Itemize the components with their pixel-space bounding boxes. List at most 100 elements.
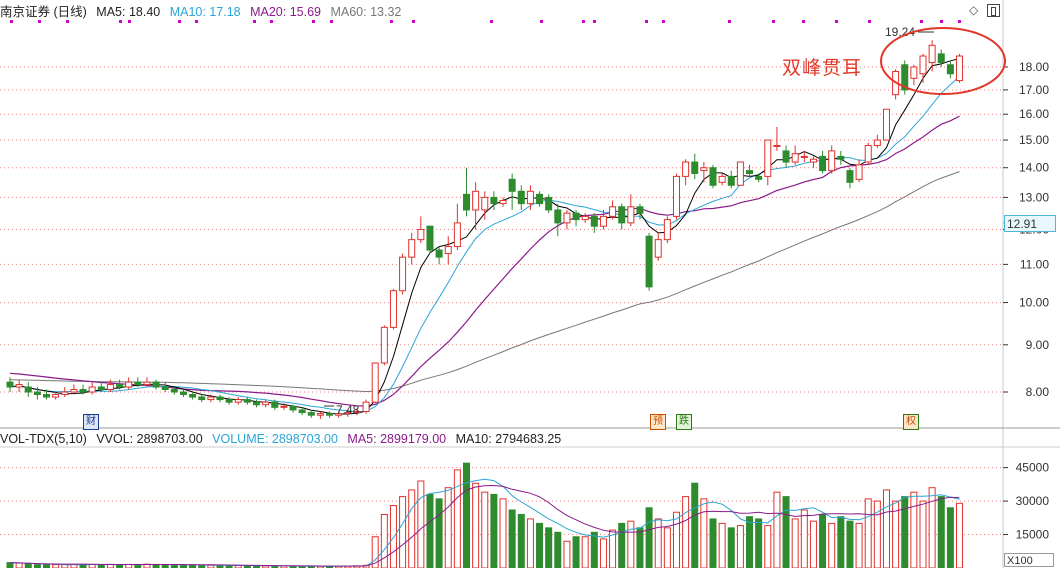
candle [526,185,534,210]
candle-body [554,209,562,224]
tag-rights[interactable]: 权 [903,414,919,430]
candle-body [152,381,160,388]
signal-marker [412,20,415,23]
candle [262,399,270,408]
price-legend: 南京证券 (日线) MA5: 18.40 MA10: 17.18 MA20: 1… [0,2,407,22]
candle-body [928,44,936,64]
diamond-icon[interactable]: ◇ [969,3,979,17]
candle-body [937,53,945,64]
volume-bar [161,564,169,568]
candle-body [654,239,662,258]
volume-bar [937,496,945,568]
volume-bar [590,531,598,568]
candle [134,377,142,388]
volume-bar [773,491,781,568]
tag-drop[interactable]: 跌 [676,414,692,430]
candle [326,411,334,418]
signal-marker [593,20,596,23]
volume-bar [791,518,799,568]
candle [700,162,708,183]
candle-body [417,229,425,241]
signal-marker [178,20,181,23]
candle [755,173,763,183]
volume-bar [426,493,434,568]
candle [426,225,434,254]
candle-body [326,413,334,416]
candle-body [919,55,927,75]
window-icon[interactable] [987,4,1000,17]
candle [481,191,489,220]
candle-body [399,256,407,292]
volume-bar [116,564,124,568]
volume-bar [618,522,626,568]
volume-bar [682,496,690,568]
candle-body [581,215,589,221]
candle-body [234,399,242,403]
volume-legend: VOL-TDX(5,10) VVOL: 2898703.00 VOLUME: 2… [0,429,567,449]
candle [298,407,306,416]
candle-body [746,170,754,174]
candle [718,173,726,186]
volume-bar [837,516,845,568]
candle [609,200,617,220]
candle-body [70,389,78,393]
candle-body [882,108,890,141]
candle-body [463,193,470,211]
candle [727,170,735,189]
volume-tick-label: 45000 [1016,461,1050,475]
tag-finance[interactable]: 财 [83,414,99,430]
candle-body [946,64,954,75]
candle [599,209,607,230]
candle [663,216,671,244]
candle [901,60,909,95]
candle [928,40,936,72]
price-tick-label: 17.00 [1019,83,1049,97]
volume-bar [873,500,881,568]
candle [956,53,964,83]
candle [554,203,562,237]
volume-bar [453,469,461,568]
candle-body [88,386,96,393]
vvol-legend: VVOL: 2898703.00 [96,432,203,446]
volume-bar [764,525,772,568]
candle-body [125,381,133,388]
signal-marker [802,20,805,23]
volume-bar [508,509,516,568]
candle-body [508,178,516,192]
signal-marker [390,20,393,23]
candle-body [106,384,114,391]
volume-bar [61,564,69,568]
candle-body [353,411,361,414]
candle-body [143,381,151,386]
candle [590,213,598,233]
candle [125,377,133,390]
volume-bar [472,482,480,568]
candle-body [371,362,379,403]
volume-bar [581,536,589,568]
candle-body [97,386,105,391]
signal-marker [772,20,775,23]
candle [581,213,589,223]
candle [371,362,379,404]
candle [198,394,206,403]
candle-body [526,190,534,205]
candle-body [408,239,416,258]
candle-body [590,215,598,227]
signal-marker [195,20,198,23]
volume-bar [746,516,754,568]
candle [791,145,799,165]
volume-bar [134,564,142,568]
volume-bar [563,540,571,568]
volume-bar [809,520,817,568]
tag-forecast[interactable]: 预 [650,414,666,430]
candle [946,60,954,79]
volume-bar [15,562,23,568]
candle [289,404,297,413]
volume-bar [691,482,699,568]
candle [672,173,680,220]
candle-body [663,219,671,241]
candle-body [61,391,69,396]
signal-marker [330,20,333,23]
candle [490,191,498,210]
